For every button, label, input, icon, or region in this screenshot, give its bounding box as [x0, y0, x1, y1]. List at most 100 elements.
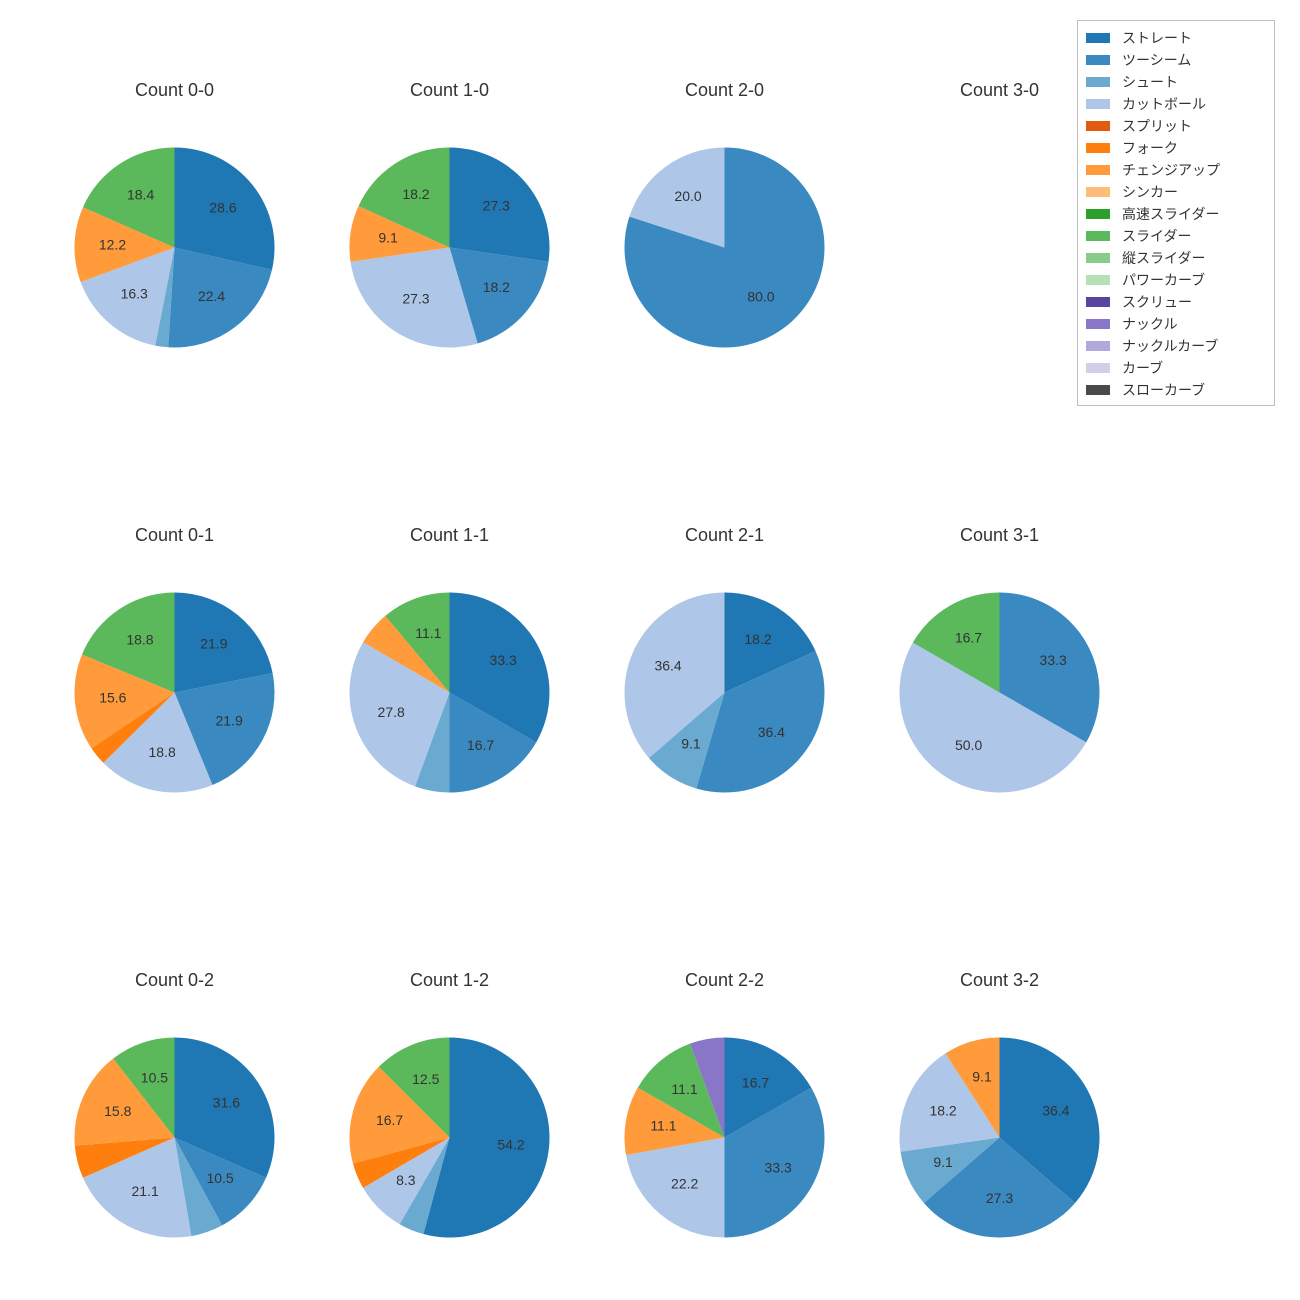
slice-label: 28.6 [209, 200, 236, 216]
slice-label: 9.1 [681, 735, 701, 751]
pie-chart: 28.6 22.4 16.3 12.2 18.4 [42, 115, 307, 380]
slice-label: 18.8 [126, 632, 153, 648]
slice-label: 22.2 [671, 1176, 698, 1192]
pie-cell: Count 3-1 33.3 50.0 16.7 [867, 525, 1132, 825]
pie-title: Count 2-1 [592, 525, 857, 546]
pie-chart: 33.3 50.0 16.7 [867, 560, 1132, 825]
pie-title: Count 3-1 [867, 525, 1132, 546]
slice-label: 8.3 [396, 1172, 416, 1188]
slice-label: 16.7 [955, 630, 982, 646]
slice-label: 27.8 [378, 704, 405, 720]
slice-label: 18.8 [148, 744, 175, 760]
slice-label: 9.1 [378, 229, 398, 245]
slice-label: 18.2 [744, 631, 771, 647]
legend-label: スプリット [1122, 116, 1192, 136]
slice-label: 16.7 [742, 1075, 769, 1091]
pie-title: Count 2-0 [592, 80, 857, 101]
legend-label: チェンジアップ [1122, 160, 1220, 180]
legend-label: スローカーブ [1122, 380, 1205, 400]
pie-title: Count 1-2 [317, 970, 582, 991]
pie-title: Count 3-0 [867, 80, 1132, 101]
slice-label: 11.1 [671, 1081, 697, 1097]
slice-label: 16.7 [376, 1112, 403, 1128]
legend-label: パワーカーブ [1122, 270, 1205, 290]
slice-label: 18.2 [929, 1102, 956, 1118]
pie-chart: 54.2 8.3 16.7 12.5 [317, 1005, 582, 1270]
legend-label: 高速スライダー [1122, 204, 1219, 224]
slice-label: 16.7 [467, 737, 494, 753]
chart-grid: ストレートツーシームシュートカットボールスプリットフォークチェンジアップシンカー… [0, 0, 1300, 1300]
slice-label: 9.1 [972, 1069, 992, 1085]
legend-label: スクリュー [1122, 292, 1192, 312]
slice-label: 36.4 [1042, 1102, 1069, 1118]
slice-label: 54.2 [497, 1136, 524, 1152]
legend-label: ナックルカーブ [1122, 336, 1218, 356]
slice-label: 36.4 [758, 724, 785, 740]
pie-cell: Count 2-0 80.020.0 [592, 80, 857, 380]
slice-label: 20.0 [674, 188, 701, 204]
legend-item: ツーシーム [1086, 49, 1266, 71]
pie-cell: Count 3-0 [867, 80, 1132, 380]
legend-swatch [1086, 385, 1110, 395]
slice-label: 50.0 [955, 737, 982, 753]
pie-chart: 80.020.0 [592, 115, 857, 380]
legend-label: カットボール [1122, 94, 1206, 114]
legend-item: スローカーブ [1086, 379, 1266, 401]
slice-label: 9.1 [933, 1154, 953, 1170]
slice-label: 15.6 [99, 689, 126, 705]
legend-item: ストレート [1086, 27, 1266, 49]
pie-cell: Count 1-1 33.3 16.7 27.8 11.1 [317, 525, 582, 825]
pie-title: Count 0-1 [42, 525, 307, 546]
slice-label: 11.1 [415, 625, 441, 641]
legend-label: 縦スライダー [1122, 248, 1205, 268]
slice-label: 33.3 [490, 652, 517, 668]
pie-title: Count 0-0 [42, 80, 307, 101]
slice-label: 18.2 [483, 279, 510, 295]
slice-label: 11.1 [650, 1118, 676, 1134]
pie-chart: 31.6 10.5 21.1 15.8 10.5 [42, 1005, 307, 1270]
slice-label: 16.3 [121, 285, 148, 301]
slice-label: 27.3 [402, 290, 429, 306]
slice-label: 10.5 [141, 1070, 168, 1086]
slice-label: 21.1 [132, 1183, 159, 1199]
legend-label: スライダー [1122, 226, 1191, 246]
pie-cell: Count 2-1 18.2 36.4 9.1 36.4 [592, 525, 857, 825]
slice-label: 22.4 [198, 288, 225, 304]
slice-label: 36.4 [654, 657, 681, 673]
slice-label: 10.5 [206, 1170, 233, 1186]
pie-cell: Count 1-0 27.3 18.2 27.3 9.1 18.2 [317, 80, 582, 380]
legend-label: ストレート [1122, 28, 1192, 48]
legend-swatch [1086, 33, 1110, 43]
slice-label: 12.2 [99, 236, 126, 252]
pie-cell: Count 0-1 21.9 21.9 18.8 15.6 18.8 [42, 525, 307, 825]
legend-label: ツーシーム [1122, 50, 1191, 70]
slice-label: 27.3 [986, 1190, 1013, 1206]
slice-label: 21.9 [215, 713, 242, 729]
legend-swatch [1086, 55, 1110, 65]
slice-label: 15.8 [104, 1103, 131, 1119]
slice-label: 18.4 [127, 186, 154, 202]
pie-title: Count 0-2 [42, 970, 307, 991]
pie-chart: 16.7 33.3 22.2 11.1 11.1 [592, 1005, 857, 1270]
pie-title: Count 1-0 [317, 80, 582, 101]
slice-label: 33.3 [1040, 652, 1067, 668]
pie-cell: Count 1-2 54.2 8.3 16.7 12.5 [317, 970, 582, 1270]
slice-label: 12.5 [412, 1071, 439, 1087]
pie-title: Count 2-2 [592, 970, 857, 991]
pie-chart: 36.4 27.3 9.1 18.2 9.1 [867, 1005, 1132, 1270]
pie-cell: Count 0-0 28.6 22.4 16.3 12.2 18.4 [42, 80, 307, 380]
slice-label: 27.3 [483, 198, 510, 214]
pie-chart: 21.9 21.9 18.8 15.6 18.8 [42, 560, 307, 825]
slice-label: 18.2 [402, 186, 429, 202]
pie-chart: 18.2 36.4 9.1 36.4 [592, 560, 857, 825]
slice-label: 33.3 [765, 1159, 792, 1175]
pie-cell: Count 3-2 36.4 27.3 9.1 18.2 9.1 [867, 970, 1132, 1270]
pie-title: Count 1-1 [317, 525, 582, 546]
pie-cell: Count 2-2 16.7 33.3 22.2 11.1 11.1 [592, 970, 857, 1270]
pie-chart: 33.3 16.7 27.8 11.1 [317, 560, 582, 825]
slice-label: 21.9 [200, 635, 227, 651]
slice-label: 31.6 [213, 1094, 240, 1110]
pie-title: Count 3-2 [867, 970, 1132, 991]
pie-cell: Count 0-2 31.6 10.5 21.1 15.8 10.5 [42, 970, 307, 1270]
pie-chart: 27.3 18.2 27.3 9.1 18.2 [317, 115, 582, 380]
